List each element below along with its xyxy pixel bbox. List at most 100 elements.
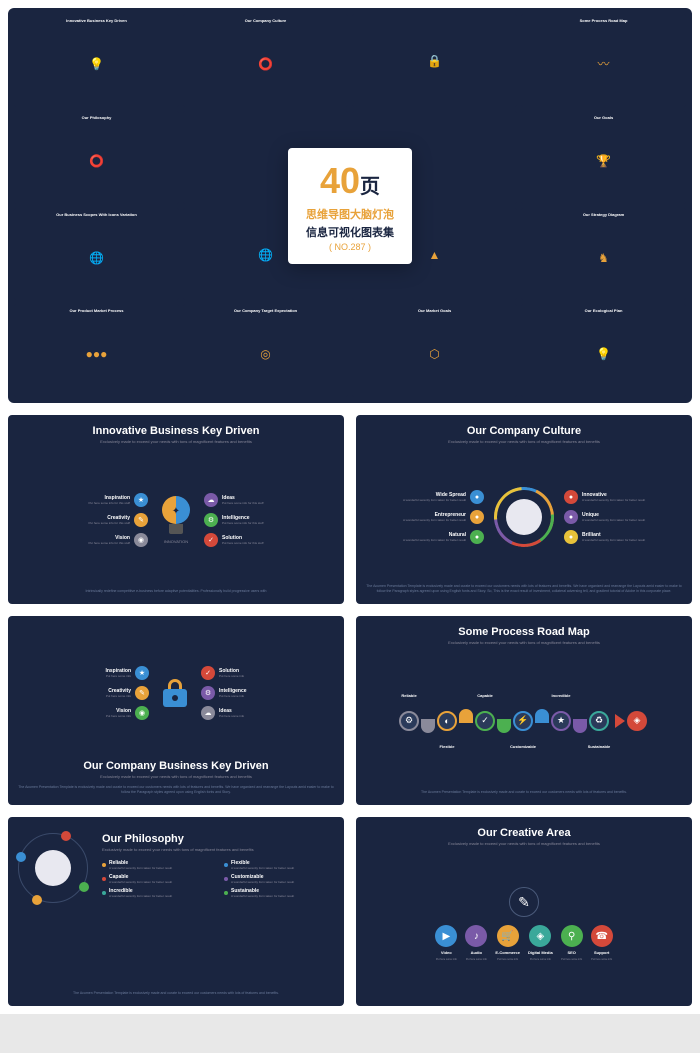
feature-icon: ●: [564, 530, 578, 544]
hero-section: Innovative Business Key Driven💡 Our Compa…: [8, 8, 692, 403]
mini-slide: Our Market Goals⬡: [352, 304, 517, 397]
category-icon: ⚲: [561, 925, 583, 947]
feature-icon: ★: [134, 493, 148, 507]
mini-slide: Our Product Market Process●●●: [14, 304, 179, 397]
innovation-label: INNOVATION: [162, 539, 190, 544]
category-label: Support: [594, 950, 609, 955]
roadmap-node: ⚙Reliable: [397, 709, 421, 733]
orbit-graphic: [18, 833, 88, 903]
orbit-dot: [79, 882, 89, 892]
slide-title: Our Philosophy: [102, 833, 334, 845]
feature-sub: A wonderful serenity form taken for bett…: [582, 538, 645, 542]
bulb-graphic: ✦ INNOVATION: [162, 496, 190, 544]
arc-ring-graphic: [494, 487, 554, 547]
feature-sub: Put here some info: [106, 714, 131, 718]
feature-item: ●NaturalA wonderful serenity form taken …: [403, 530, 484, 544]
mini-slide: Some Process Road Map〰: [521, 14, 686, 107]
feature-icon: ✓: [201, 666, 215, 680]
feature-sub: A wonderful serenity form taken for bett…: [403, 518, 466, 522]
category-label: Video: [441, 950, 452, 955]
roadmap-node: ⚡Customizable: [511, 709, 535, 733]
mini-slide: Our Company Target Expectation◎: [183, 304, 348, 397]
page: Innovative Business Key Driven💡 Our Compa…: [0, 0, 700, 1014]
feature-sub: Put here some info: [219, 694, 247, 698]
feature-sub: Put here some info for this stuff: [89, 501, 130, 505]
feature-item: ★InspirationPut here some info for this …: [89, 493, 148, 507]
mini-slide: Our Ecological Plan💡: [521, 304, 686, 397]
slide-footer: The Acumen Presentation Template is excl…: [18, 785, 334, 795]
category-label: Digital Media: [528, 950, 553, 955]
feature-item: ●EntrepreneurA wonderful serenity form t…: [403, 510, 484, 524]
hero-title-card: 40页 思维导图大脑灯泡 信息可视化图表集 ( NO.287 ): [288, 148, 412, 264]
category-sub: Put here some info: [436, 958, 457, 961]
feature-sub: Put here some info: [219, 714, 244, 718]
roadmap-graphic: ⚙Reliable◐Flexible✓Capable⚡Customizable★…: [366, 709, 682, 733]
feature-item: ●BrilliantA wonderful serenity form take…: [564, 530, 645, 544]
feature-icon: ✎: [134, 513, 148, 527]
category-icon: 🛒: [497, 925, 519, 947]
feature-item: ●UniqueA wonderful serenity form taken f…: [564, 510, 645, 524]
orbit-dot: [16, 852, 26, 862]
mini-slide: Innovative Business Key Driven💡: [14, 14, 179, 107]
slide-subtitle: Exclusively made to exceed your needs wi…: [18, 439, 334, 444]
philosophy-item: CapableA wonderful serenity form taken f…: [102, 874, 212, 884]
hero-page-char: 页: [360, 176, 380, 198]
mini-slide: Our Strategy Diagram♞: [521, 208, 686, 301]
slide-business-key-driven: ★InspirationPut here some info✎Creativit…: [8, 616, 344, 805]
slide-company-culture: Our Company Culture Exclusively made to …: [356, 415, 692, 604]
slide-subtitle: Exclusively made to exceed your needs wi…: [366, 640, 682, 645]
left-items: ★InspirationPut here some info for this …: [89, 493, 148, 547]
slide-title: Our Company Culture: [366, 425, 682, 437]
lock-icon: [163, 679, 187, 707]
category-icon: ◈: [529, 925, 551, 947]
roadmap-node: ✓Capable: [473, 709, 497, 733]
feature-sub: Put here some info for this stuff: [222, 501, 263, 505]
creative-icon-item: ⚲ SEO Put here some info: [561, 925, 583, 961]
feature-sub: Put here some info: [105, 674, 131, 678]
category-sub: Put here some info: [497, 958, 518, 961]
detail-slides-grid: Innovative Business Key Driven Exclusive…: [8, 415, 692, 1006]
feature-icon: ●: [470, 510, 484, 524]
category-label: SEO: [567, 950, 575, 955]
feature-icon: ●: [564, 490, 578, 504]
feature-icon: ☁: [204, 493, 218, 507]
mini-slide: Our Goals🏆: [521, 111, 686, 204]
feature-sub: Put here some info for this stuff: [222, 541, 263, 545]
category-icon: ▶: [435, 925, 457, 947]
category-sub: Put here some info: [591, 958, 612, 961]
feature-item: ☁IdeasPut here some info: [201, 706, 247, 720]
roadmap-node: ♻Sustainable: [587, 709, 611, 733]
hero-line1: 思维导图大脑灯泡: [306, 206, 394, 222]
feature-icon: ⚙: [204, 513, 218, 527]
hero-number: 40: [320, 160, 360, 201]
orbit-dot: [61, 831, 71, 841]
slide-footer: The Acumen Presentation Template is excl…: [366, 790, 682, 795]
left-items: ★InspirationPut here some info✎Creativit…: [105, 666, 149, 720]
feature-icon: ●: [470, 490, 484, 504]
feature-sub: Put here some info for this stuff: [89, 521, 130, 525]
slide-footer: Intrinsically redefine competitive e-bus…: [18, 589, 334, 594]
feature-sub: A wonderful serenity form taken for bett…: [403, 538, 466, 542]
bulb-filament-icon: ✦: [172, 506, 180, 517]
category-label: E-Commerce: [495, 950, 520, 955]
orbit-dot: [32, 895, 42, 905]
feature-item: ⚙IntelligencePut here some info for this…: [204, 513, 263, 527]
feature-item: ✓SolutionPut here some info: [201, 666, 247, 680]
feature-icon: ⚙: [201, 686, 215, 700]
feature-sub: Put here some info: [219, 674, 244, 678]
category-icon: ☎: [591, 925, 613, 947]
feature-icon: ✎: [135, 686, 149, 700]
category-sub: Put here some info: [530, 958, 551, 961]
slide-creative-area: Our Creative Area Exclusively made to ex…: [356, 817, 692, 1006]
feature-icon: ★: [135, 666, 149, 680]
category-icon: ♪: [465, 925, 487, 947]
category-sub: Put here some info: [561, 958, 582, 961]
category-sub: Put here some info: [466, 958, 487, 961]
slide-title: Our Company Business Key Driven: [18, 760, 334, 772]
feature-icon: ☁: [201, 706, 215, 720]
feature-item: ✎CreativityPut here some info for this s…: [89, 513, 148, 527]
right-items: ●InnovativeA wonderful serenity form tak…: [564, 490, 645, 544]
philosophy-item: SustainableA wonderful serenity form tak…: [224, 888, 334, 898]
philosophy-list: ReliableA wonderful serenity form taken …: [102, 860, 334, 898]
creative-icon-item: ♪AudioPut here some info: [465, 925, 487, 961]
